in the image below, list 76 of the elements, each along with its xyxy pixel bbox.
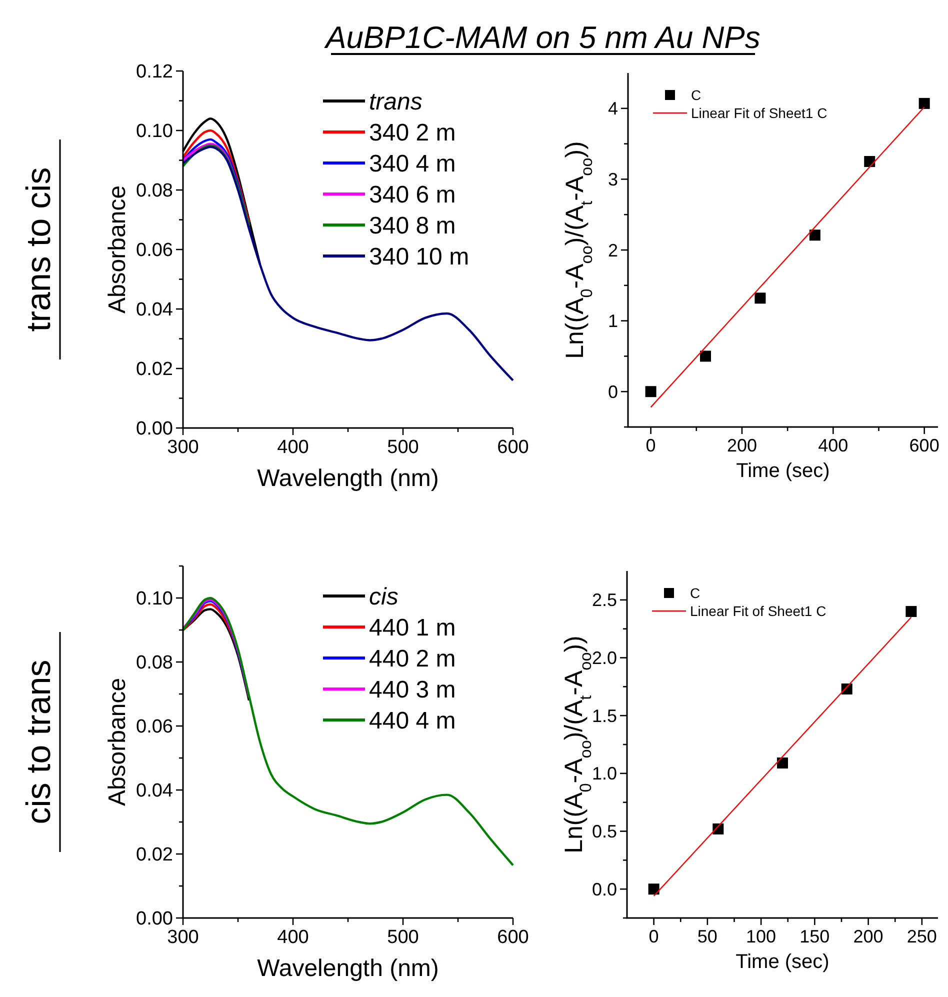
x-tick-label: 100 [746,926,776,946]
x-tick-label: 600 [497,437,529,458]
legend-label: trans [369,88,422,116]
legend-label: Linear Fit of Sheet1 C [691,104,828,121]
y-tick-label: 2.5 [592,590,617,610]
y-tick-label: 1.5 [592,706,617,726]
y-tick-label: 2 [608,240,618,260]
x-tick-label: 200 [726,435,757,456]
x-axis-title: Wavelength (nm) [257,955,439,982]
text: trans to cis [20,167,58,332]
y-tick-label: 1.0 [592,764,617,784]
y-tick-label: 0.04 [136,300,174,321]
legend-label: 340 2 m [369,119,456,146]
legend-label: C [690,584,700,601]
point [906,606,917,617]
x-tick-label: 50 [697,926,718,946]
x-tick-label: 200 [853,926,884,946]
x-tick-label: 500 [387,437,419,458]
y-tick-label: 0.02 [136,844,173,866]
x-tick-label: 600 [909,435,940,456]
y-tick-label: 3 [608,170,618,190]
x-tick-label: 400 [818,435,848,456]
y-tick-label: 2.0 [592,648,617,668]
text: cis to trans [20,660,58,824]
y-tick-label: 0.06 [136,240,173,262]
y-axis-title: Absorbance [104,678,131,806]
y-tick-label: 0.12 [136,62,173,83]
y-tick-label: 0.08 [136,652,173,674]
point [918,98,930,109]
legend-label: 440 3 m [369,676,456,704]
legend-label: 340 10 m [369,243,470,270]
y-tick-label: 0.02 [136,359,173,380]
y-tick-label: 0.10 [136,121,173,142]
x-tick-label: 400 [277,437,309,458]
y-tick-label: 1 [608,311,618,332]
y-tick-label: 4 [608,98,618,119]
legend-label: 440 2 m [369,645,456,672]
y-axis-title: Absorbance [104,185,131,314]
point [754,292,766,304]
point [777,758,788,769]
y-tick-label: 0.5 [592,822,617,842]
x-axis-title: Time (sec) [736,460,830,482]
point [864,156,876,167]
legend-label: 440 4 m [369,707,456,734]
legend-label: 340 8 m [369,212,456,240]
legend-label: 340 4 m [369,150,456,178]
x-tick-label: 300 [167,927,199,948]
y-tick-label: 0.04 [136,780,174,802]
x-tick-label: 150 [800,926,830,946]
legend-label: cis [369,583,398,610]
x-tick-label: 0 [646,435,656,456]
x-axis-title: Wavelength (nm) [257,465,439,492]
legend-label: Linear Fit of Sheet1 C [690,602,826,619]
legend-label: C [691,86,702,103]
legend-label: 340 6 m [369,181,456,208]
point [809,230,820,241]
y-tick-label: 0.00 [136,418,173,440]
y-tick-label: 0.00 [136,908,173,930]
y-tick-label: 0.06 [136,716,173,738]
legend-label: 440 1 m [369,614,456,642]
x-tick-label: 300 [167,437,199,458]
point [648,884,660,895]
x-tick-label: 250 [906,926,937,946]
point [645,386,656,398]
chart-title: AuBP1C-MAM on 5 nm Au NPs [324,20,760,55]
x-tick-label: 400 [277,927,309,948]
y-tick-label: 0 [608,382,618,402]
line-series [182,146,514,382]
y-tick-label: 0.0 [592,879,617,900]
x-tick-label: 500 [387,927,419,948]
x-tick-label: 0 [648,926,659,946]
y-tick-label: 0.08 [136,180,173,202]
point [700,350,711,362]
x-axis-title: Time (sec) [736,951,830,973]
y-tick-label: 0.10 [136,588,173,610]
x-tick-label: 600 [497,927,529,948]
